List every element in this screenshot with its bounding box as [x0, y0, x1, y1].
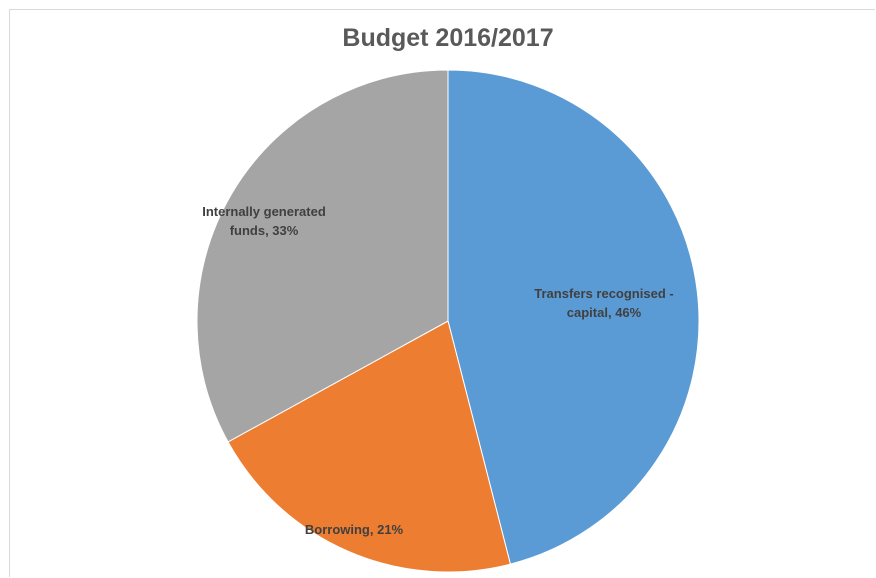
- data-label-line: capital, 46%: [567, 305, 642, 320]
- data-label-borrowing: Borrowing, 21%: [305, 522, 404, 537]
- data-label-transfers-recognised-capital: Transfers recognised - capital, 46%: [534, 286, 673, 320]
- chart-title: Budget 2016/2017: [342, 24, 554, 52]
- pie-labels: Transfers recognised - capital, 46% Borrow…: [202, 204, 674, 537]
- pie-slices: [196, 69, 700, 573]
- data-label-line: Transfers recognised -: [534, 286, 673, 301]
- data-label-line: Borrowing, 21%: [305, 522, 404, 537]
- data-label-line: Internally generated: [202, 204, 326, 219]
- pie-slice-borrowing: [227, 320, 512, 573]
- data-label-internally-generated-funds: Internally generated funds, 33%: [202, 204, 326, 238]
- data-label-line: funds, 33%: [230, 223, 299, 238]
- pie-slice-transfers-recognised-capital: [447, 69, 700, 565]
- pie-slice-internally-generated-funds: [196, 69, 449, 443]
